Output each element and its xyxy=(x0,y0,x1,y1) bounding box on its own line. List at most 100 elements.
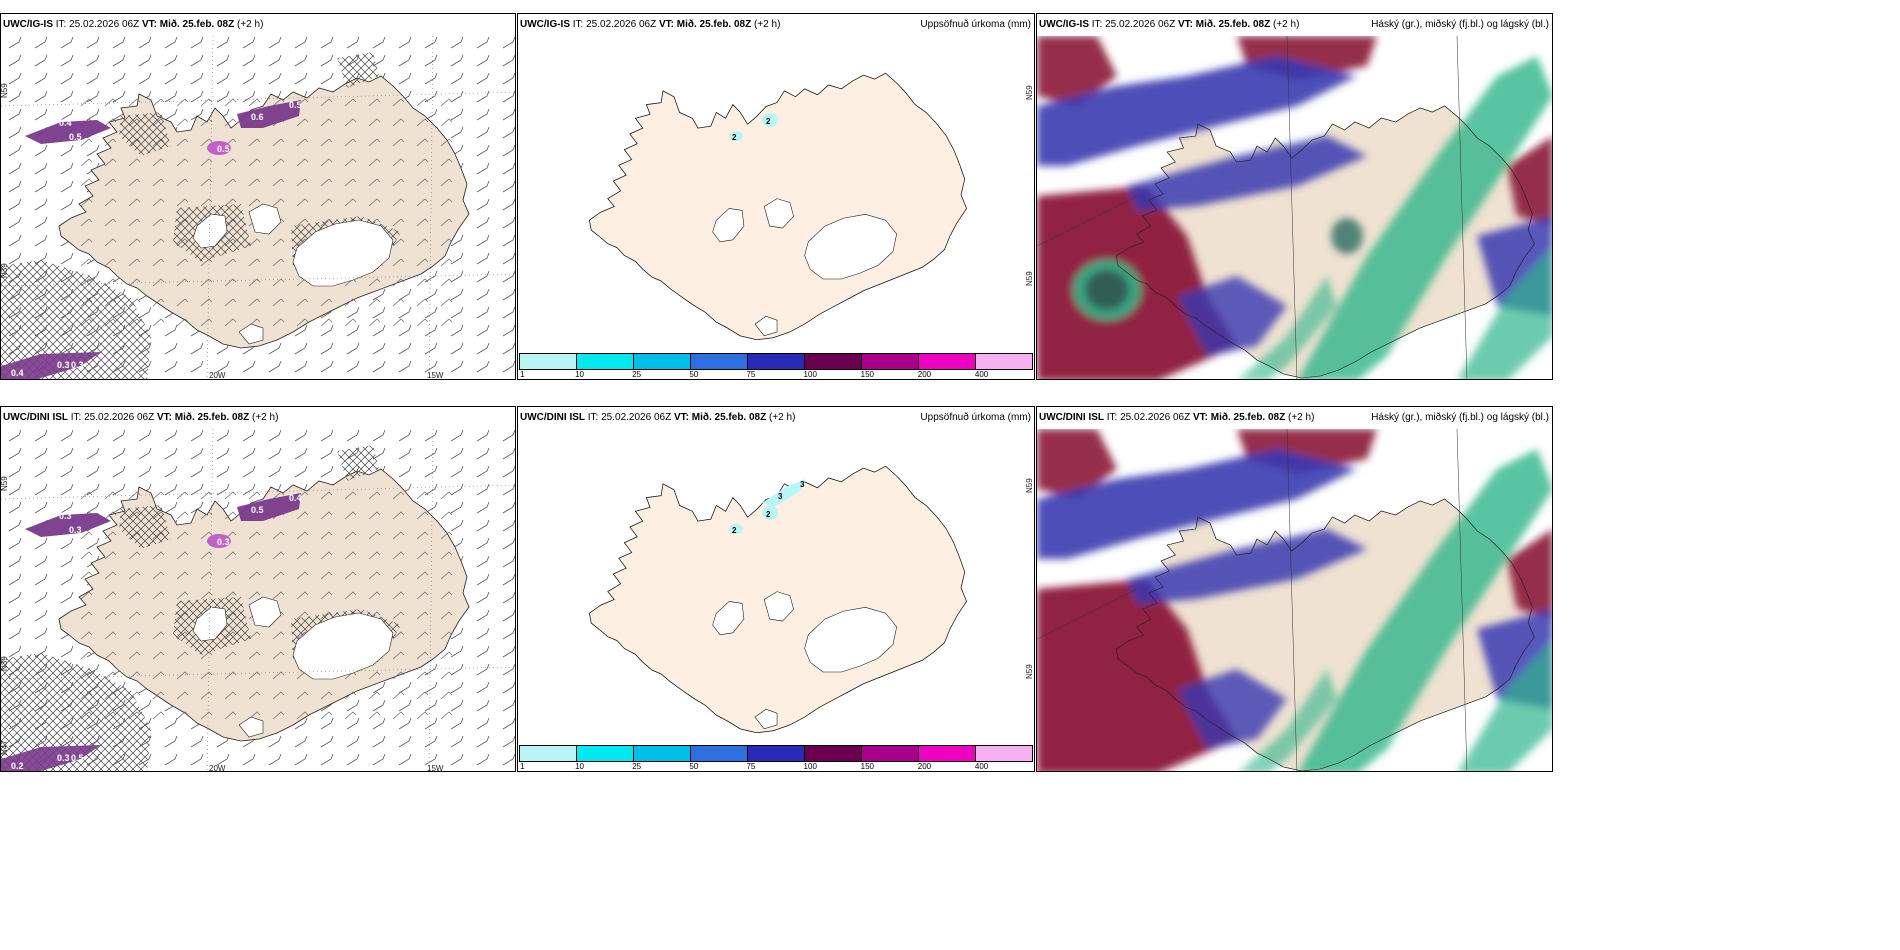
colorbar-segment xyxy=(520,354,577,369)
contour-label: 0.3 xyxy=(71,360,84,370)
colorbar-segment xyxy=(805,354,862,369)
field-title: Háský (gr.), miðský (fj.bl.) og lágský (… xyxy=(1371,19,1549,30)
grid-lat-label: N59 xyxy=(1025,664,1034,679)
mid-cloud-area xyxy=(1037,449,1357,559)
precip-map[interactable]: N59 N59 2 2 3 3 xyxy=(518,429,1034,743)
precip-area xyxy=(762,506,778,520)
it-label: IT: xyxy=(1091,19,1103,30)
precip-area xyxy=(729,131,743,141)
lead-time: (+2 h) xyxy=(769,412,796,423)
hatch-area xyxy=(1,260,151,379)
colorbar-segment xyxy=(862,746,919,761)
grid-lon-label: 20W xyxy=(209,371,226,379)
panel-header: UWC/DINI ISL IT: 25.02.2026 06Z VT: Mið.… xyxy=(1037,407,1552,429)
colorbar-label: 200 xyxy=(917,370,932,379)
precip-label: 3 xyxy=(800,480,805,489)
colorbar-label: 10 xyxy=(575,370,585,379)
precip-colorbar xyxy=(519,745,1033,762)
high-cloud-area xyxy=(1298,449,1552,771)
vt-label: VT: xyxy=(658,19,674,30)
hatch-area xyxy=(1,653,151,771)
grid-lat-label: N59 xyxy=(1,476,9,491)
high-cloud-area xyxy=(1298,56,1552,379)
colorbar-segment xyxy=(577,354,634,369)
lead-time: (+2 h) xyxy=(754,19,781,30)
panel-wind-igis: UWC/IG-IS IT: 25.02.2026 06Z VT: Mið. 25… xyxy=(0,13,516,380)
precip-map[interactable]: N59 N59 2 2 xyxy=(518,36,1034,351)
it-value: 25.02.2026 06Z xyxy=(69,19,140,30)
contour-label: 0.5 xyxy=(289,100,302,110)
model-name: UWC/DINI ISL xyxy=(520,412,585,423)
field-title: Uppsöfnuð úrkoma (mm) xyxy=(920,19,1031,30)
panel-precip-igis: UWC/IG-IS IT: 25.02.2026 06Z VT: Mið. 25… xyxy=(517,13,1035,380)
vt-value: Mið. 25.feb. 08Z xyxy=(174,412,250,423)
panel-precip-dini: UWC/DINI ISL IT: 25.02.2026 06Z VT: Mið.… xyxy=(517,406,1035,772)
panel-header: UWC/DINI ISL IT: 25.02.2026 06Z VT: Mið.… xyxy=(1,407,515,429)
vt-label: VT: xyxy=(156,412,172,423)
panel-title: UWC/DINI ISL IT: 25.02.2026 06Z VT: Mið.… xyxy=(3,407,278,429)
contour-label: 0.3 xyxy=(57,360,70,370)
contour-label: 0.4 xyxy=(11,368,24,378)
panel-wind-dini: UWC/DINI ISL IT: 25.02.2026 06Z VT: Mið.… xyxy=(0,406,516,772)
contour-label: 0.3 xyxy=(59,511,72,521)
colorbar-label: 100 xyxy=(803,370,817,379)
colorbar-label: 150 xyxy=(860,762,875,771)
colorbar-segment xyxy=(976,354,1032,369)
colorbar-label: 1 xyxy=(520,762,525,771)
it-value: 25.02.2026 06Z xyxy=(586,19,657,30)
vt-value: Mið. 25.feb. 08Z xyxy=(159,19,235,30)
colorbar-segment xyxy=(691,746,748,761)
panel-header: UWC/DINI ISL IT: 25.02.2026 06Z VT: Mið.… xyxy=(518,407,1034,429)
field-title: Uppsöfnuð úrkoma (mm) xyxy=(920,412,1031,423)
colorbar-segment xyxy=(862,354,919,369)
it-label: IT: xyxy=(572,19,584,30)
panel-title: UWC/IG-IS IT: 25.02.2026 06Z VT: Mið. 25… xyxy=(520,14,780,36)
cloud-map[interactable] xyxy=(1037,429,1552,771)
cloud-map[interactable] xyxy=(1037,36,1552,379)
panel-cloud-igis: UWC/IG-IS IT: 25.02.2026 06Z VT: Mið. 25… xyxy=(1036,13,1553,380)
panel-title: UWC/DINI ISL IT: 25.02.2026 06Z VT: Mið.… xyxy=(520,407,795,429)
vt-value: Mið. 25.feb. 08Z xyxy=(691,412,767,423)
panel-title: UWC/IG-IS IT: 25.02.2026 06Z VT: Mið. 25… xyxy=(1039,14,1299,36)
colorbar-label: 25 xyxy=(632,370,642,379)
colorbar-label: 75 xyxy=(746,762,756,771)
lead-time: (+2 h) xyxy=(1273,19,1300,30)
precip-area xyxy=(762,113,778,127)
vt-value: Mið. 25.feb. 08Z xyxy=(676,19,752,30)
precip-label: 2 xyxy=(732,526,737,535)
wind-map[interactable]: N59 N39 N47 20W 15W 0.3 0.3 0.5 0.4 0.3 0.2 0.3 0.5 xyxy=(1,429,515,771)
colorbar-segment xyxy=(577,746,634,761)
it-label: IT: xyxy=(1106,412,1118,423)
contour-label: 0.5 xyxy=(69,132,82,142)
lead-time: (+2 h) xyxy=(237,19,264,30)
model-name: UWC/IG-IS xyxy=(3,19,53,30)
vt-label: VT: xyxy=(1177,19,1193,30)
contour-label: 0.3 xyxy=(217,537,230,547)
colorbar-segment xyxy=(748,746,805,761)
grid-lat-label: N59 xyxy=(1,83,9,98)
panel-title: UWC/DINI ISL IT: 25.02.2026 06Z VT: Mið.… xyxy=(1039,407,1314,429)
precip-area xyxy=(729,524,743,534)
colorbar-segment xyxy=(520,746,577,761)
contour-label: 0.6 xyxy=(251,112,264,122)
panel-header: UWC/IG-IS IT: 25.02.2026 06Z VT: Mið. 25… xyxy=(1037,14,1552,36)
land-wind-barbs xyxy=(80,98,453,327)
grid-lat-label: N59 xyxy=(1025,478,1034,493)
it-value: 25.02.2026 06Z xyxy=(84,412,155,423)
colorbar-label: 1 xyxy=(520,370,525,379)
it-value: 25.02.2026 06Z xyxy=(1120,412,1191,423)
wind-map[interactable]: N59 N39 20W 15W 0.4 0.5 0.6 0.5 0.5 0.4 0.3 0.3 xyxy=(1,36,515,379)
contour-label: 0.5 xyxy=(251,505,264,515)
grid-lon-label: 20W xyxy=(209,764,226,771)
grid-lat-label: N39 xyxy=(1,263,9,278)
it-label: IT: xyxy=(587,412,599,423)
vt-value: Mið. 25.feb. 08Z xyxy=(1210,412,1286,423)
colorbar-segment xyxy=(748,354,805,369)
it-value: 25.02.2026 06Z xyxy=(1105,19,1176,30)
colorbar-segment xyxy=(691,354,748,369)
model-name: UWC/DINI ISL xyxy=(3,412,68,423)
colorbar-label: 150 xyxy=(860,370,875,379)
precip-label: 2 xyxy=(766,510,771,519)
colorbar-label: 25 xyxy=(632,762,642,771)
panel-header: UWC/IG-IS IT: 25.02.2026 06Z VT: Mið. 25… xyxy=(1,14,515,36)
